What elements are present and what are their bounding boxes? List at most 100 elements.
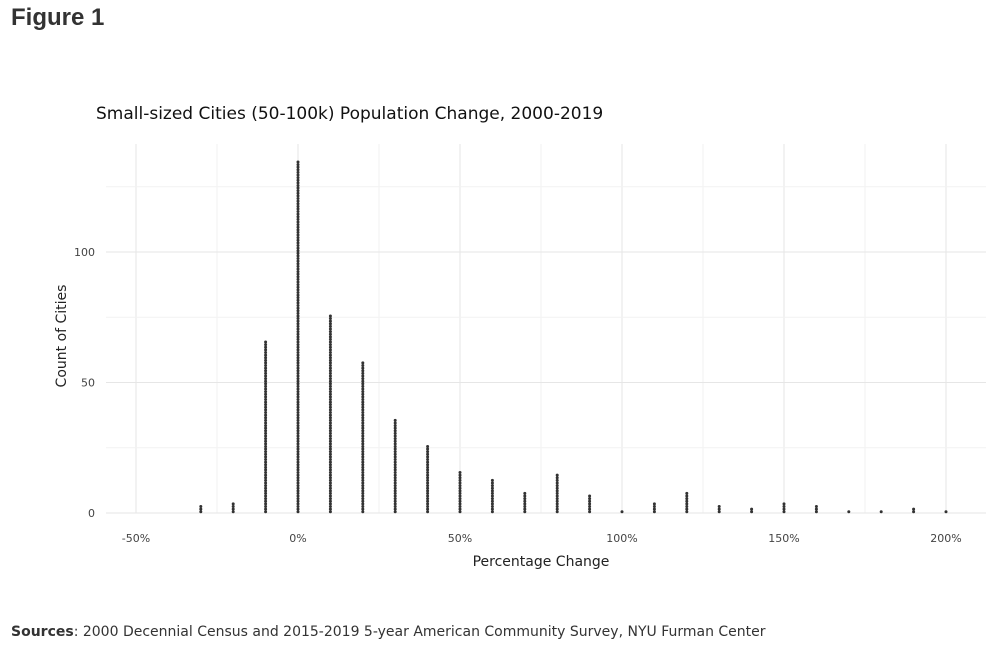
data-dot <box>296 353 300 357</box>
data-dot <box>296 275 300 279</box>
data-dot <box>523 510 527 514</box>
data-dot <box>328 377 332 381</box>
data-dot <box>296 489 300 493</box>
data-dot <box>361 439 365 443</box>
data-dot <box>296 319 300 323</box>
data-dot <box>296 199 300 203</box>
data-dot <box>328 366 332 370</box>
data-dot <box>328 317 332 321</box>
data-dot <box>393 460 397 464</box>
data-dot <box>361 429 365 433</box>
data-dot <box>264 426 268 430</box>
data-dot <box>750 510 754 514</box>
data-dot <box>490 484 494 488</box>
data-dot <box>296 504 300 508</box>
x-tick-label: 100% <box>606 532 637 545</box>
data-dot <box>361 499 365 503</box>
data-dot <box>393 489 397 493</box>
data-dot <box>361 444 365 448</box>
data-dot <box>328 494 332 498</box>
data-dot <box>296 364 300 368</box>
data-dot <box>296 183 300 187</box>
data-dot <box>393 429 397 433</box>
dot-stack <box>652 502 656 514</box>
data-dot <box>296 251 300 255</box>
data-dot <box>296 298 300 302</box>
data-dot <box>231 502 235 506</box>
data-dot <box>393 494 397 498</box>
data-dot <box>296 484 300 488</box>
data-dot <box>426 497 430 501</box>
data-dot <box>296 160 300 164</box>
data-dot <box>782 510 786 514</box>
data-dot <box>296 301 300 305</box>
data-dot <box>361 377 365 381</box>
data-dot <box>296 317 300 321</box>
data-dot <box>296 377 300 381</box>
data-dot <box>361 463 365 467</box>
data-dot <box>296 434 300 438</box>
data-dot <box>426 481 430 485</box>
y-tick-label: 100 <box>74 246 95 259</box>
data-dot <box>264 356 268 360</box>
dot-stack <box>750 507 754 514</box>
data-dot <box>328 463 332 467</box>
dot-stack <box>555 473 559 514</box>
data-dot <box>296 243 300 247</box>
data-dot <box>296 421 300 425</box>
data-dot <box>296 499 300 503</box>
data-dot <box>328 442 332 446</box>
data-dot <box>328 384 332 388</box>
data-dot <box>328 450 332 454</box>
data-dot <box>296 497 300 501</box>
dot-stack <box>879 510 883 514</box>
data-dot <box>296 225 300 229</box>
data-dot <box>523 502 527 506</box>
data-dot <box>199 504 203 508</box>
data-dot <box>361 476 365 480</box>
data-dot <box>393 447 397 451</box>
data-dot <box>523 507 527 511</box>
data-dot <box>426 452 430 456</box>
data-dot <box>296 254 300 258</box>
data-dot <box>458 494 462 498</box>
data-dot <box>361 502 365 506</box>
data-dot <box>426 491 430 495</box>
data-dot <box>555 473 559 477</box>
data-dot <box>264 403 268 407</box>
data-dot <box>458 504 462 508</box>
data-dot <box>296 431 300 435</box>
data-dot <box>328 473 332 477</box>
data-dot <box>361 450 365 454</box>
data-dot <box>264 447 268 451</box>
data-dot <box>264 345 268 349</box>
data-dot <box>296 382 300 386</box>
data-dot <box>264 476 268 480</box>
data-dot <box>264 369 268 373</box>
data-dot <box>296 285 300 289</box>
data-dot <box>328 465 332 469</box>
data-dot <box>328 424 332 428</box>
data-dot <box>296 163 300 167</box>
data-dot <box>328 405 332 409</box>
data-dot <box>490 491 494 495</box>
data-dot <box>685 510 689 514</box>
data-dot <box>296 356 300 360</box>
data-dot <box>426 465 430 469</box>
data-dot <box>264 397 268 401</box>
data-dot <box>296 340 300 344</box>
data-dot <box>652 507 656 511</box>
data-dot <box>426 489 430 493</box>
data-dot <box>296 374 300 378</box>
data-dot <box>328 457 332 461</box>
x-tick-label: 50% <box>448 532 472 545</box>
data-dot <box>393 473 397 477</box>
data-dot <box>296 471 300 475</box>
data-dot <box>426 468 430 472</box>
data-dot <box>588 510 592 514</box>
data-dot <box>264 371 268 375</box>
data-dot <box>361 510 365 514</box>
data-dot <box>361 411 365 415</box>
data-dot <box>296 447 300 451</box>
data-dot <box>296 189 300 193</box>
